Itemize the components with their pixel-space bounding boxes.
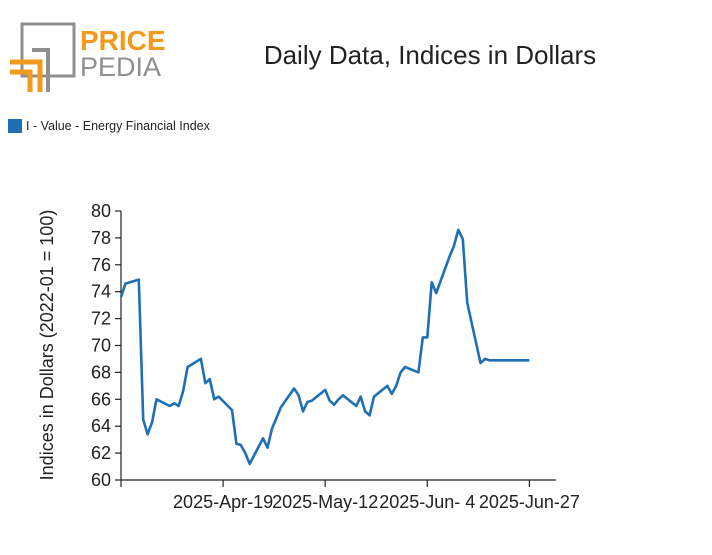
y-tick-label: 80 — [91, 201, 111, 221]
logo-corner-gray — [32, 48, 50, 92]
y-axis-title: Indices in Dollars (2022-01 = 100) — [37, 210, 57, 481]
x-tick-label: 2025-May-12 — [272, 492, 378, 512]
y-axis: 60 62 64 66 68 70 72 74 76 78 80 — [91, 201, 122, 490]
x-tick-label: 2025-Apr-19 — [173, 492, 273, 512]
pricepedia-logo: PRICE PEDIA — [10, 22, 166, 92]
y-tick-label: 64 — [91, 416, 111, 436]
legend[interactable]: I - Value - Energy Financial Index — [8, 119, 210, 133]
logo-corner-orange-1 — [10, 59, 43, 92]
x-axis: 2025-Apr-19 2025-May-12 2025-Jun- 4 2025-Ju… — [120, 479, 580, 512]
x-tick-label: 2025-Jun-27 — [479, 492, 580, 512]
legend-label: I - Value - Energy Financial Index — [26, 119, 210, 133]
x-tick-label: 2025-Jun- 4 — [379, 492, 475, 512]
y-tick-label: 62 — [91, 443, 111, 463]
y-tick-label: 68 — [91, 362, 111, 382]
logo-corner-orange-2 — [10, 69, 33, 92]
y-tick-label: 72 — [91, 309, 111, 329]
series-line — [119, 228, 530, 466]
y-tick-label: 74 — [91, 282, 111, 302]
y-tick-label: 76 — [91, 255, 111, 275]
logo-text-price: PRICE — [80, 25, 166, 56]
y-tick-label: 60 — [91, 470, 111, 490]
logo-text-pedia: PEDIA — [80, 52, 161, 82]
chart-title: Daily Data, Indices in Dollars — [263, 40, 597, 70]
legend-swatch — [8, 119, 22, 133]
series-layer — [119, 228, 530, 466]
y-tick-label: 78 — [91, 228, 111, 248]
y-tick-label: 70 — [91, 336, 111, 356]
y-tick-label: 66 — [91, 389, 111, 409]
